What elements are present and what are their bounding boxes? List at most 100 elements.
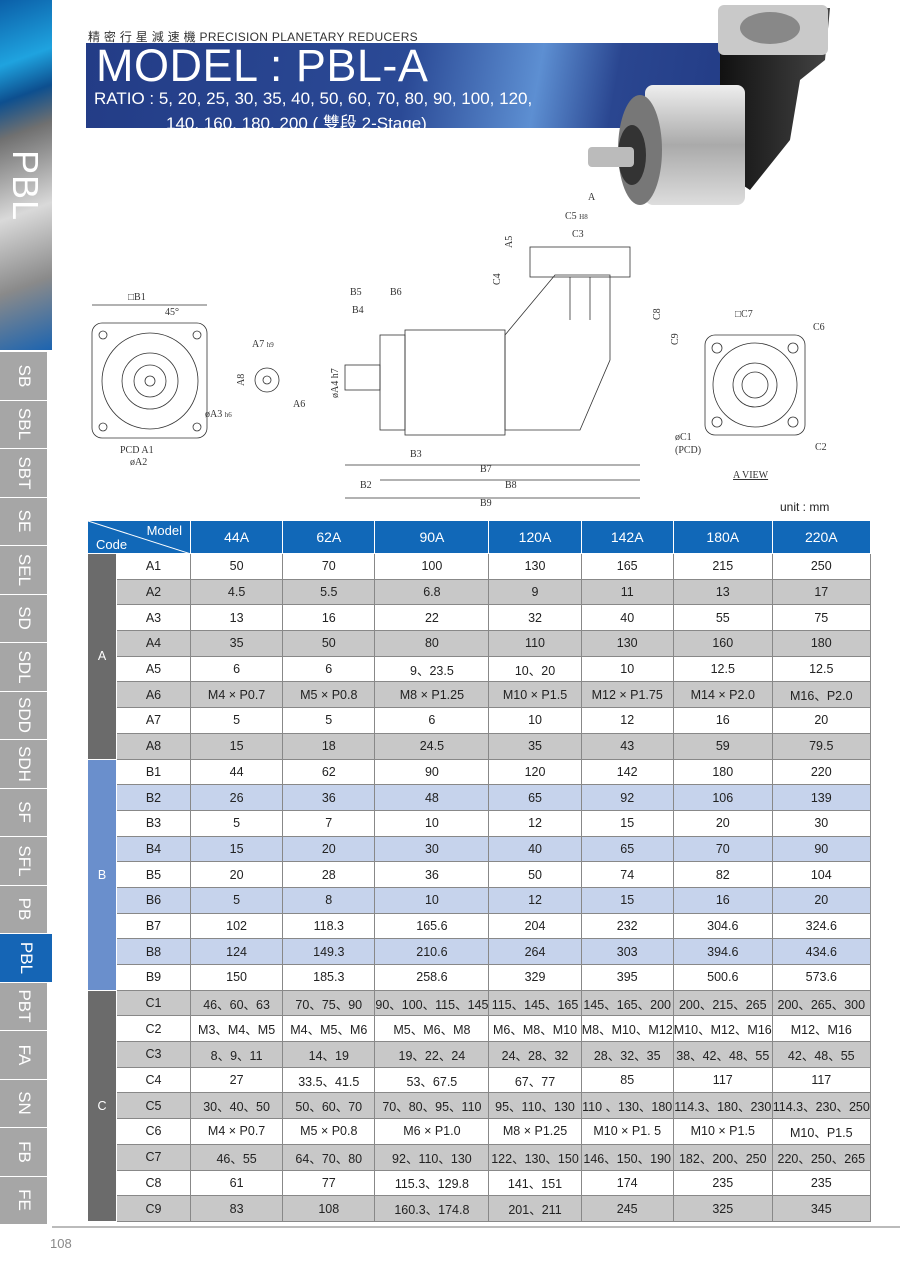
label-a4: øA4 h7: [330, 368, 341, 398]
value-cell: 36: [374, 861, 490, 888]
sidebar-tab-label: SB: [14, 364, 34, 388]
table-row: C9 83 108 160.3、174.8 201、211 245 325 345: [88, 1195, 871, 1222]
sidebar-tab-fb[interactable]: FB: [0, 1128, 47, 1177]
code-cell: C2: [116, 1015, 191, 1043]
value-cell: 20: [282, 835, 376, 863]
table-row: A4 35 50 80 110 130 160 180: [88, 630, 871, 657]
value-cell: 65: [488, 784, 582, 811]
model-header-62a: 62A: [282, 520, 376, 554]
label-b3: B3: [410, 449, 422, 460]
sidebar-tab-fe[interactable]: FE: [0, 1176, 47, 1225]
value-cell: 130: [488, 553, 582, 580]
value-cell: 215: [672, 553, 773, 580]
value-cell: 35: [488, 732, 582, 760]
value-cell: 201、211: [488, 1195, 582, 1222]
sidebar-tab-sdd[interactable]: SDD: [0, 691, 47, 740]
value-cell: 14、19: [282, 1041, 376, 1068]
value-cell: 83: [189, 1195, 284, 1222]
value-cell: 95、110、130: [488, 1092, 582, 1120]
value-cell: 40: [580, 604, 674, 632]
table-row: B5 20 28 36 50 74 82 104: [88, 861, 871, 888]
value-cell: 40: [488, 835, 582, 863]
label-c8: C8: [652, 308, 663, 320]
sidebar-tab-pbl[interactable]: PBL: [0, 934, 52, 983]
value-cell: M3、M4、M5: [189, 1015, 284, 1043]
value-cell: 5: [282, 707, 376, 734]
value-cell: 20: [771, 886, 871, 914]
code-cell: C7: [116, 1143, 191, 1171]
sidebar-tab-sbl[interactable]: SBL: [0, 400, 47, 449]
sidebar-tab-sn[interactable]: SN: [0, 1079, 47, 1128]
code-cell: A5: [116, 655, 191, 683]
value-cell: M10 × P1.5: [488, 681, 582, 709]
sidebar-tab-se[interactable]: SE: [0, 497, 47, 546]
value-cell: 10: [488, 707, 582, 734]
value-cell: 10: [580, 655, 674, 683]
value-cell: 10: [374, 886, 490, 914]
value-cell: 90、100、115、145: [374, 989, 490, 1017]
label-a5: A5: [504, 236, 515, 248]
value-cell: 22: [374, 604, 490, 632]
value-cell: 130: [580, 630, 674, 657]
sidebar-tab-label: SD: [14, 606, 34, 631]
value-cell: M6 × P1.0: [374, 1118, 490, 1145]
code-cell: C8: [116, 1169, 191, 1197]
sidebar-tab-sdh[interactable]: SDH: [0, 740, 47, 789]
label-a2: øA2: [130, 457, 147, 468]
value-cell: 44: [189, 758, 284, 786]
code-cell: B7: [116, 912, 191, 940]
label-c7: □C7: [735, 309, 753, 320]
table-row: A3 13 16 22 32 40 55 75: [88, 604, 871, 632]
sidebar-tab-sbt[interactable]: SBT: [0, 449, 47, 498]
value-cell: 114.3、230、250: [771, 1092, 871, 1120]
value-cell: 118.3: [282, 912, 376, 940]
value-cell: 573.6: [771, 964, 871, 991]
value-cell: 70: [282, 553, 376, 580]
value-cell: 145、165、200: [580, 989, 674, 1017]
value-cell: 16: [672, 707, 773, 734]
model-header-44a: 44A: [189, 520, 284, 554]
code-cell: B5: [116, 861, 191, 888]
code-cell: A6: [116, 681, 191, 709]
value-cell: 20: [672, 809, 773, 837]
value-cell: 149.3: [282, 938, 376, 965]
sidebar-tab-sfl[interactable]: SFL: [0, 837, 47, 886]
value-cell: M6、M8、M10: [488, 1015, 582, 1043]
value-cell: 102: [189, 912, 284, 940]
dimension-table: Model Code 44A 62A 90A 120A 142A 180A 220A A A1…: [87, 520, 871, 1222]
code-cell: B3: [116, 809, 191, 837]
sidebar-tab-sf[interactable]: SF: [0, 788, 47, 837]
code-cell: B4: [116, 835, 191, 863]
label-c4: C4: [492, 273, 503, 285]
code-cell: B2: [116, 784, 191, 811]
shaft-end-view: A7 h9 A8 øA3 h6 A6: [205, 339, 305, 420]
dimension-drawing: □B1 45° PCD A1 øA2 A7 h9 A8 øA3 h6 A6 B5…: [91, 192, 827, 509]
value-cell: 15: [580, 809, 674, 837]
value-cell: 92: [580, 784, 674, 811]
value-cell: 258.6: [374, 964, 490, 991]
sidebar-tab-pb[interactable]: PB: [0, 885, 47, 934]
sidebar-tab-sel[interactable]: SEL: [0, 546, 47, 595]
group-label: A: [87, 553, 117, 760]
sidebar-tab-sdl[interactable]: SDL: [0, 643, 47, 692]
sidebar-section-banner: PBL: [0, 0, 52, 350]
value-cell: 210.6: [374, 938, 490, 965]
value-cell: 6: [282, 655, 376, 683]
value-cell: 500.6: [672, 964, 773, 991]
label-c9: C9: [670, 333, 681, 345]
value-cell: 395: [580, 964, 674, 991]
sidebar-tab-fa[interactable]: FA: [0, 1031, 47, 1080]
value-cell: 204: [488, 912, 582, 940]
table-row: A A1 50 70 100 130 165 215 250: [87, 553, 871, 760]
sidebar-tab-sd[interactable]: SD: [0, 594, 47, 643]
sidebar-tab-sb[interactable]: SB: [0, 352, 47, 401]
value-cell: 20: [771, 707, 871, 734]
table-row: B6 5 8 10 12 15 16 20: [88, 886, 871, 914]
flange-front-view: □B1 45° PCD A1 øA2: [91, 292, 208, 468]
sidebar-tab-pbt[interactable]: PBT: [0, 982, 47, 1031]
table-row: A5 6 6 9、23.5 10、20 10 12.5 12.5: [88, 655, 871, 683]
value-cell: 15: [189, 835, 284, 863]
value-cell: 19、22、24: [374, 1041, 490, 1068]
value-cell: M4 × P0.7: [189, 1118, 284, 1145]
value-cell: 17: [771, 578, 871, 606]
